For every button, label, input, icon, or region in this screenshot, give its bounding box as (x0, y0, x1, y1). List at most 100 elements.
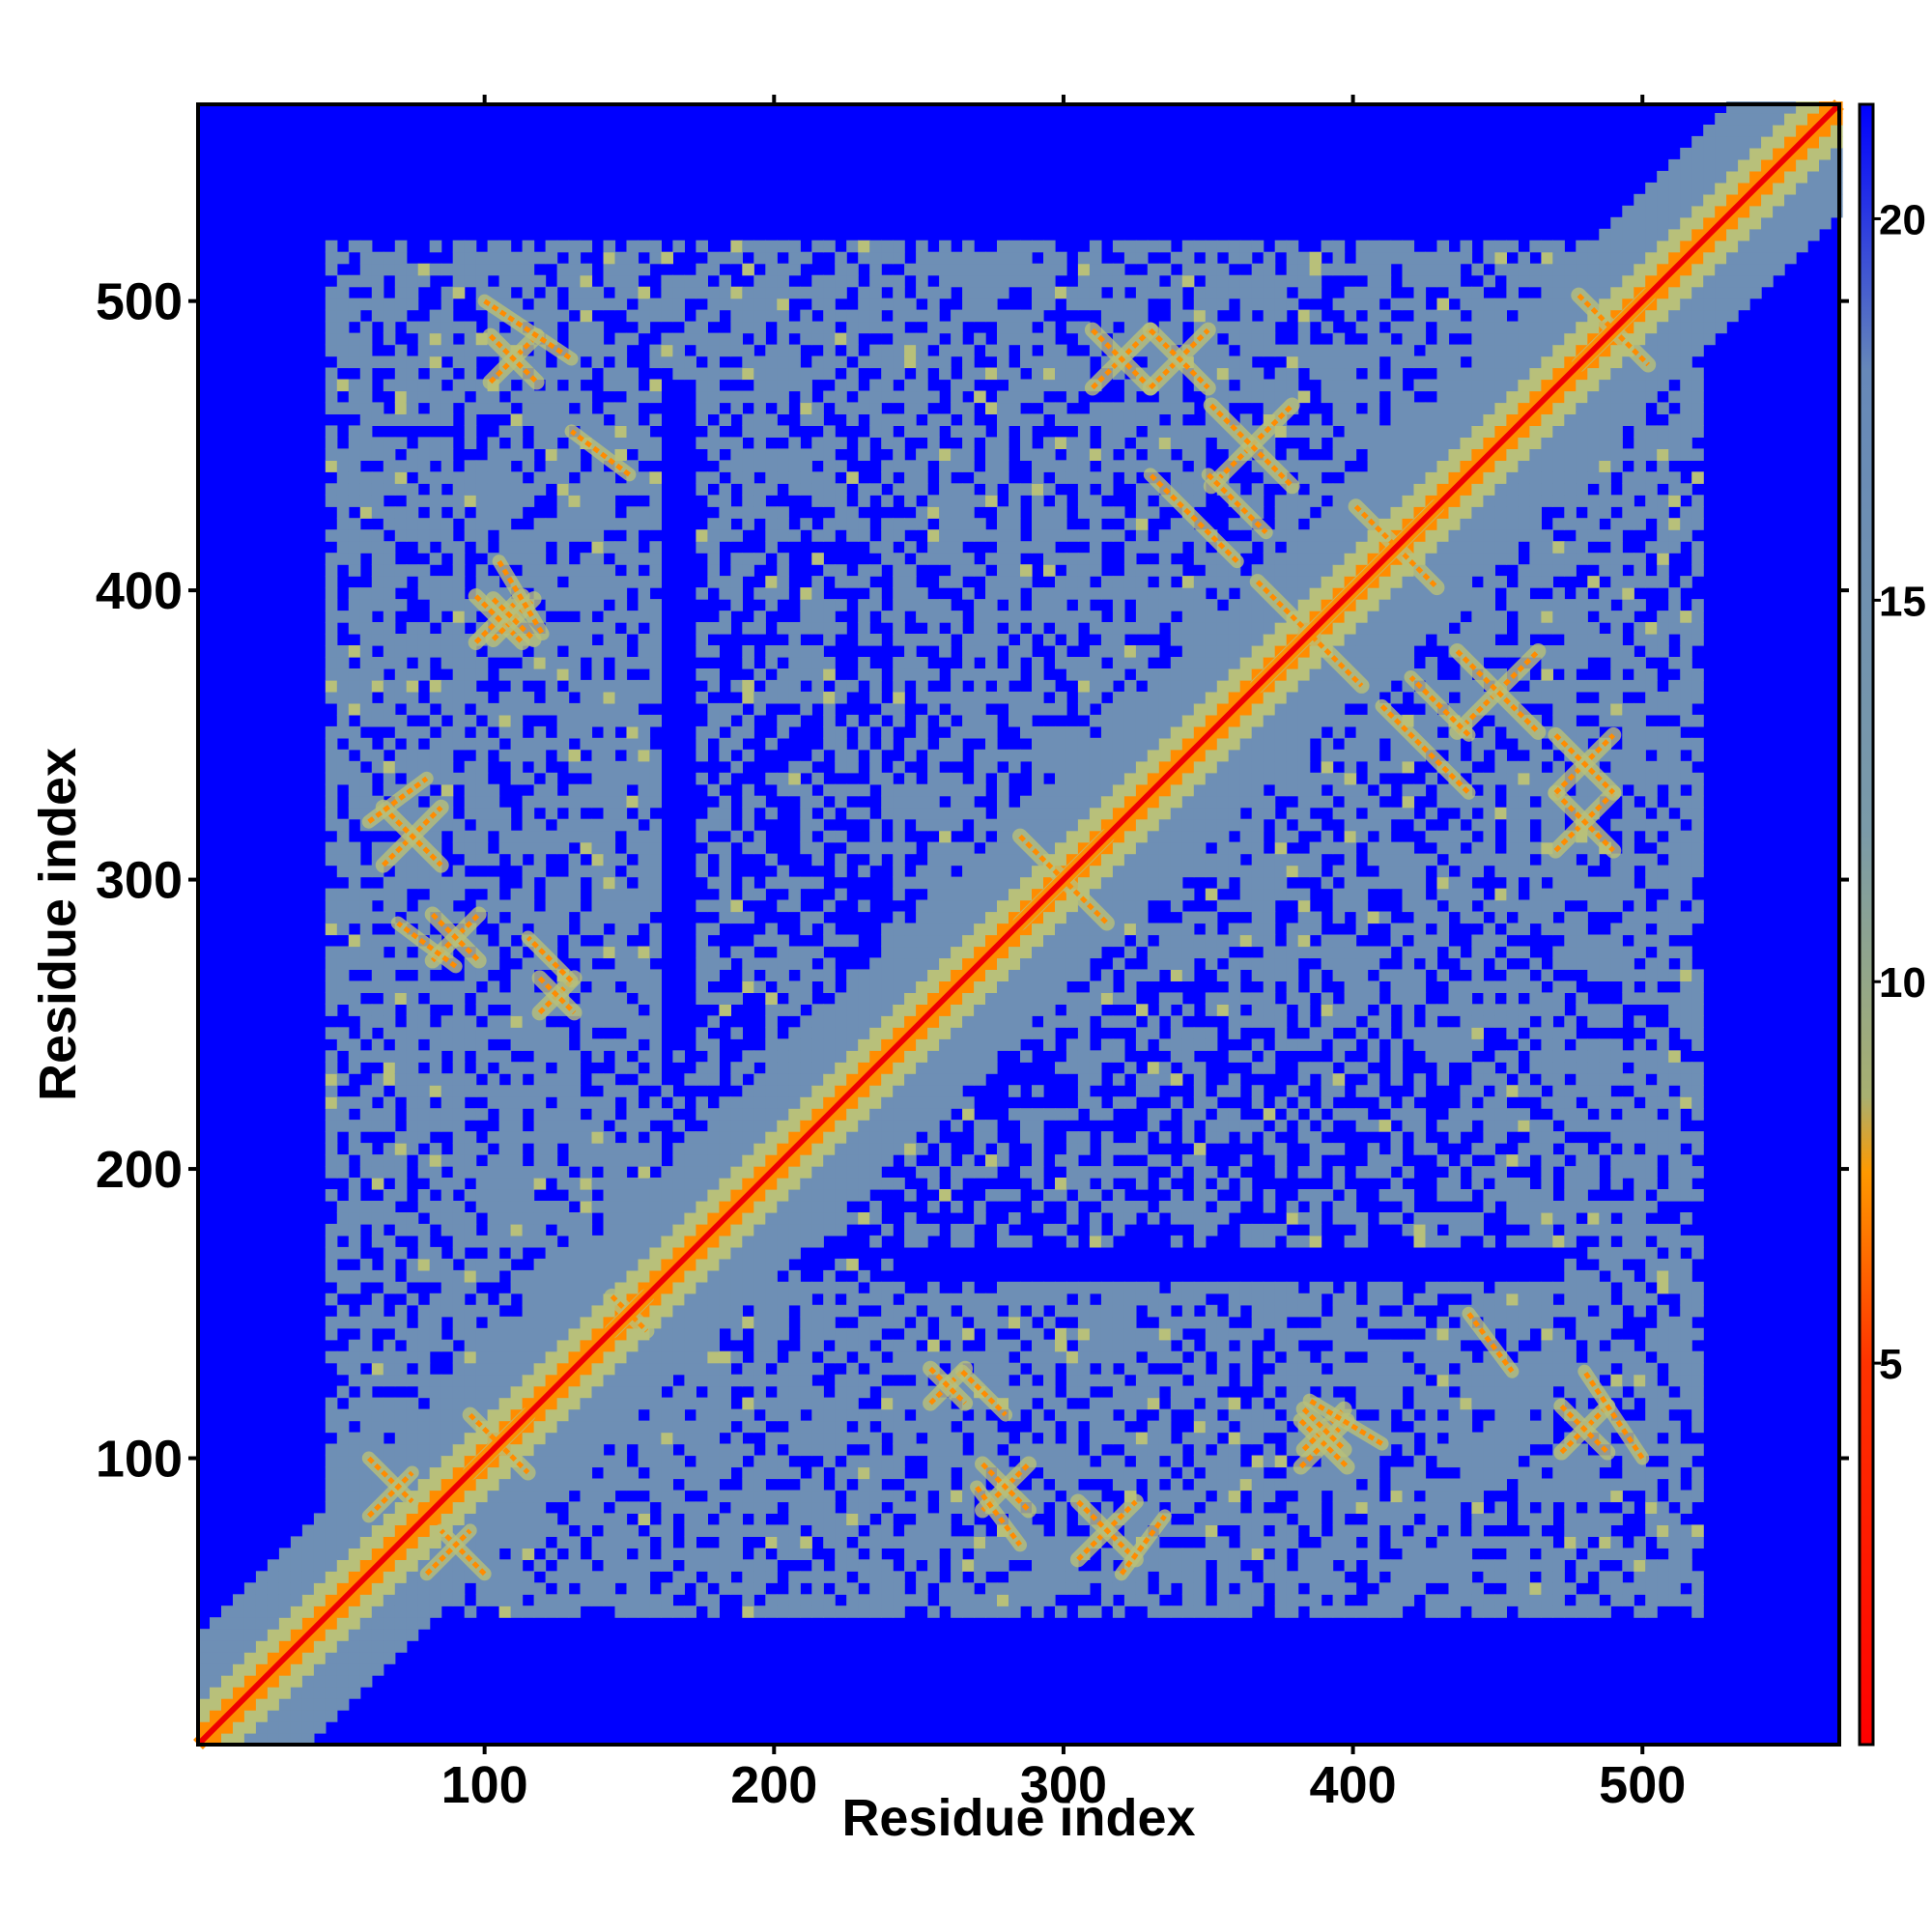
heatmap-cell (846, 1027, 859, 1039)
heatmap-cell (661, 1443, 673, 1457)
heatmap-cell (603, 1015, 616, 1028)
heatmap-cell (719, 1166, 731, 1179)
heatmap-cell (614, 437, 628, 449)
heatmap-cell (522, 1385, 535, 1399)
heatmap-cell (696, 1316, 708, 1329)
heatmap-cell (429, 367, 442, 381)
heatmap-cell (823, 1269, 836, 1283)
heatmap-cell (696, 390, 708, 404)
heatmap-cell (533, 553, 547, 565)
heatmap-cell (858, 1108, 870, 1121)
heatmap-cell (916, 1316, 928, 1329)
heatmap-cell (325, 553, 338, 565)
heatmap-cell (765, 1131, 778, 1144)
heatmap-cell (788, 1443, 801, 1457)
heatmap-cell (475, 1513, 489, 1525)
heatmap-cell (603, 1548, 616, 1560)
heatmap-cell (580, 1420, 593, 1434)
heatmap-cell (452, 251, 466, 265)
heatmap-cell (510, 969, 524, 981)
heatmap-cell (800, 818, 812, 832)
heatmap-cell (545, 1050, 558, 1063)
heatmap-cell (951, 841, 963, 855)
heatmap-cell (765, 309, 778, 323)
heatmap-cell (556, 448, 570, 461)
heatmap-cell (614, 934, 628, 948)
heatmap-cell (846, 807, 859, 820)
heatmap-cell (696, 645, 708, 658)
heatmap-cell (707, 1408, 720, 1422)
heatmap-cell (904, 1536, 917, 1548)
heatmap-cell (325, 1073, 338, 1086)
heatmap-cell (765, 1212, 778, 1225)
heatmap-cell (893, 1432, 905, 1445)
heatmap-cell (707, 1605, 720, 1618)
heatmap-cell (719, 390, 731, 404)
heatmap-cell (927, 957, 940, 970)
heatmap-cell (684, 1178, 696, 1190)
heatmap-cell (522, 495, 535, 507)
heatmap-cell (556, 263, 570, 276)
heatmap-cell (753, 1327, 766, 1341)
heatmap-cell (649, 611, 662, 623)
heatmap-cell (916, 379, 928, 392)
heatmap-cell (325, 448, 338, 461)
heatmap-cell (452, 1120, 466, 1132)
heatmap-cell (811, 413, 824, 426)
heatmap-cell (730, 576, 743, 588)
heatmap-cell (406, 1397, 419, 1410)
heatmap-cell (522, 390, 535, 404)
heatmap-cell (533, 760, 547, 774)
heatmap-cell (962, 1096, 975, 1109)
heatmap-cell (383, 611, 396, 623)
heatmap-cell (475, 1339, 489, 1352)
heatmap-cell (591, 1201, 605, 1213)
heatmap-cell (649, 495, 662, 507)
heatmap-cell (452, 390, 466, 404)
heatmap-cell (533, 1327, 547, 1341)
heatmap-cell (626, 506, 639, 519)
heatmap-cell (545, 448, 558, 461)
heatmap-cell (359, 1524, 373, 1537)
heatmap-cell (869, 274, 882, 288)
heatmap-cell (823, 1594, 836, 1606)
heatmap-cell (475, 1536, 489, 1548)
heatmap-cell (487, 807, 500, 820)
heatmap-cell (742, 749, 754, 762)
heatmap-cell (626, 564, 639, 577)
heatmap-cell (974, 702, 986, 716)
heatmap-cell (464, 1432, 477, 1445)
heatmap-cell (325, 1189, 338, 1202)
heatmap-cell (626, 379, 639, 392)
heatmap-cell (464, 251, 477, 265)
heatmap-cell (580, 298, 593, 311)
heatmap-cell (835, 274, 847, 288)
heatmap-cell (823, 1027, 836, 1039)
heatmap-cell (730, 390, 743, 404)
heatmap-cell (348, 309, 361, 323)
heatmap-cell (383, 309, 396, 323)
heatmap-cell (348, 1374, 361, 1387)
heatmap-cell (371, 946, 384, 959)
heatmap-cell (696, 749, 708, 762)
heatmap-cell (498, 587, 512, 600)
heatmap-cell (522, 413, 535, 426)
heatmap-cell (325, 1559, 338, 1572)
heatmap-cell (394, 634, 408, 646)
heatmap-cell (336, 1096, 350, 1109)
heatmap-cell (626, 390, 639, 404)
heatmap-cell (545, 1304, 558, 1318)
heatmap-cell (325, 969, 338, 981)
heatmap-cell (383, 1420, 396, 1434)
heatmap-cell (290, 1548, 303, 1560)
heatmap-cell (429, 1178, 442, 1190)
heatmap-cell (811, 1443, 824, 1457)
heatmap-cell (835, 1258, 847, 1271)
heatmap-cell (811, 437, 824, 449)
heatmap-cell (487, 1478, 500, 1492)
heatmap-cell (881, 367, 894, 381)
heatmap-cell (568, 1420, 582, 1434)
heatmap-cell (371, 1120, 384, 1132)
heatmap-cell (475, 460, 489, 472)
heatmap-cell (765, 1524, 778, 1537)
